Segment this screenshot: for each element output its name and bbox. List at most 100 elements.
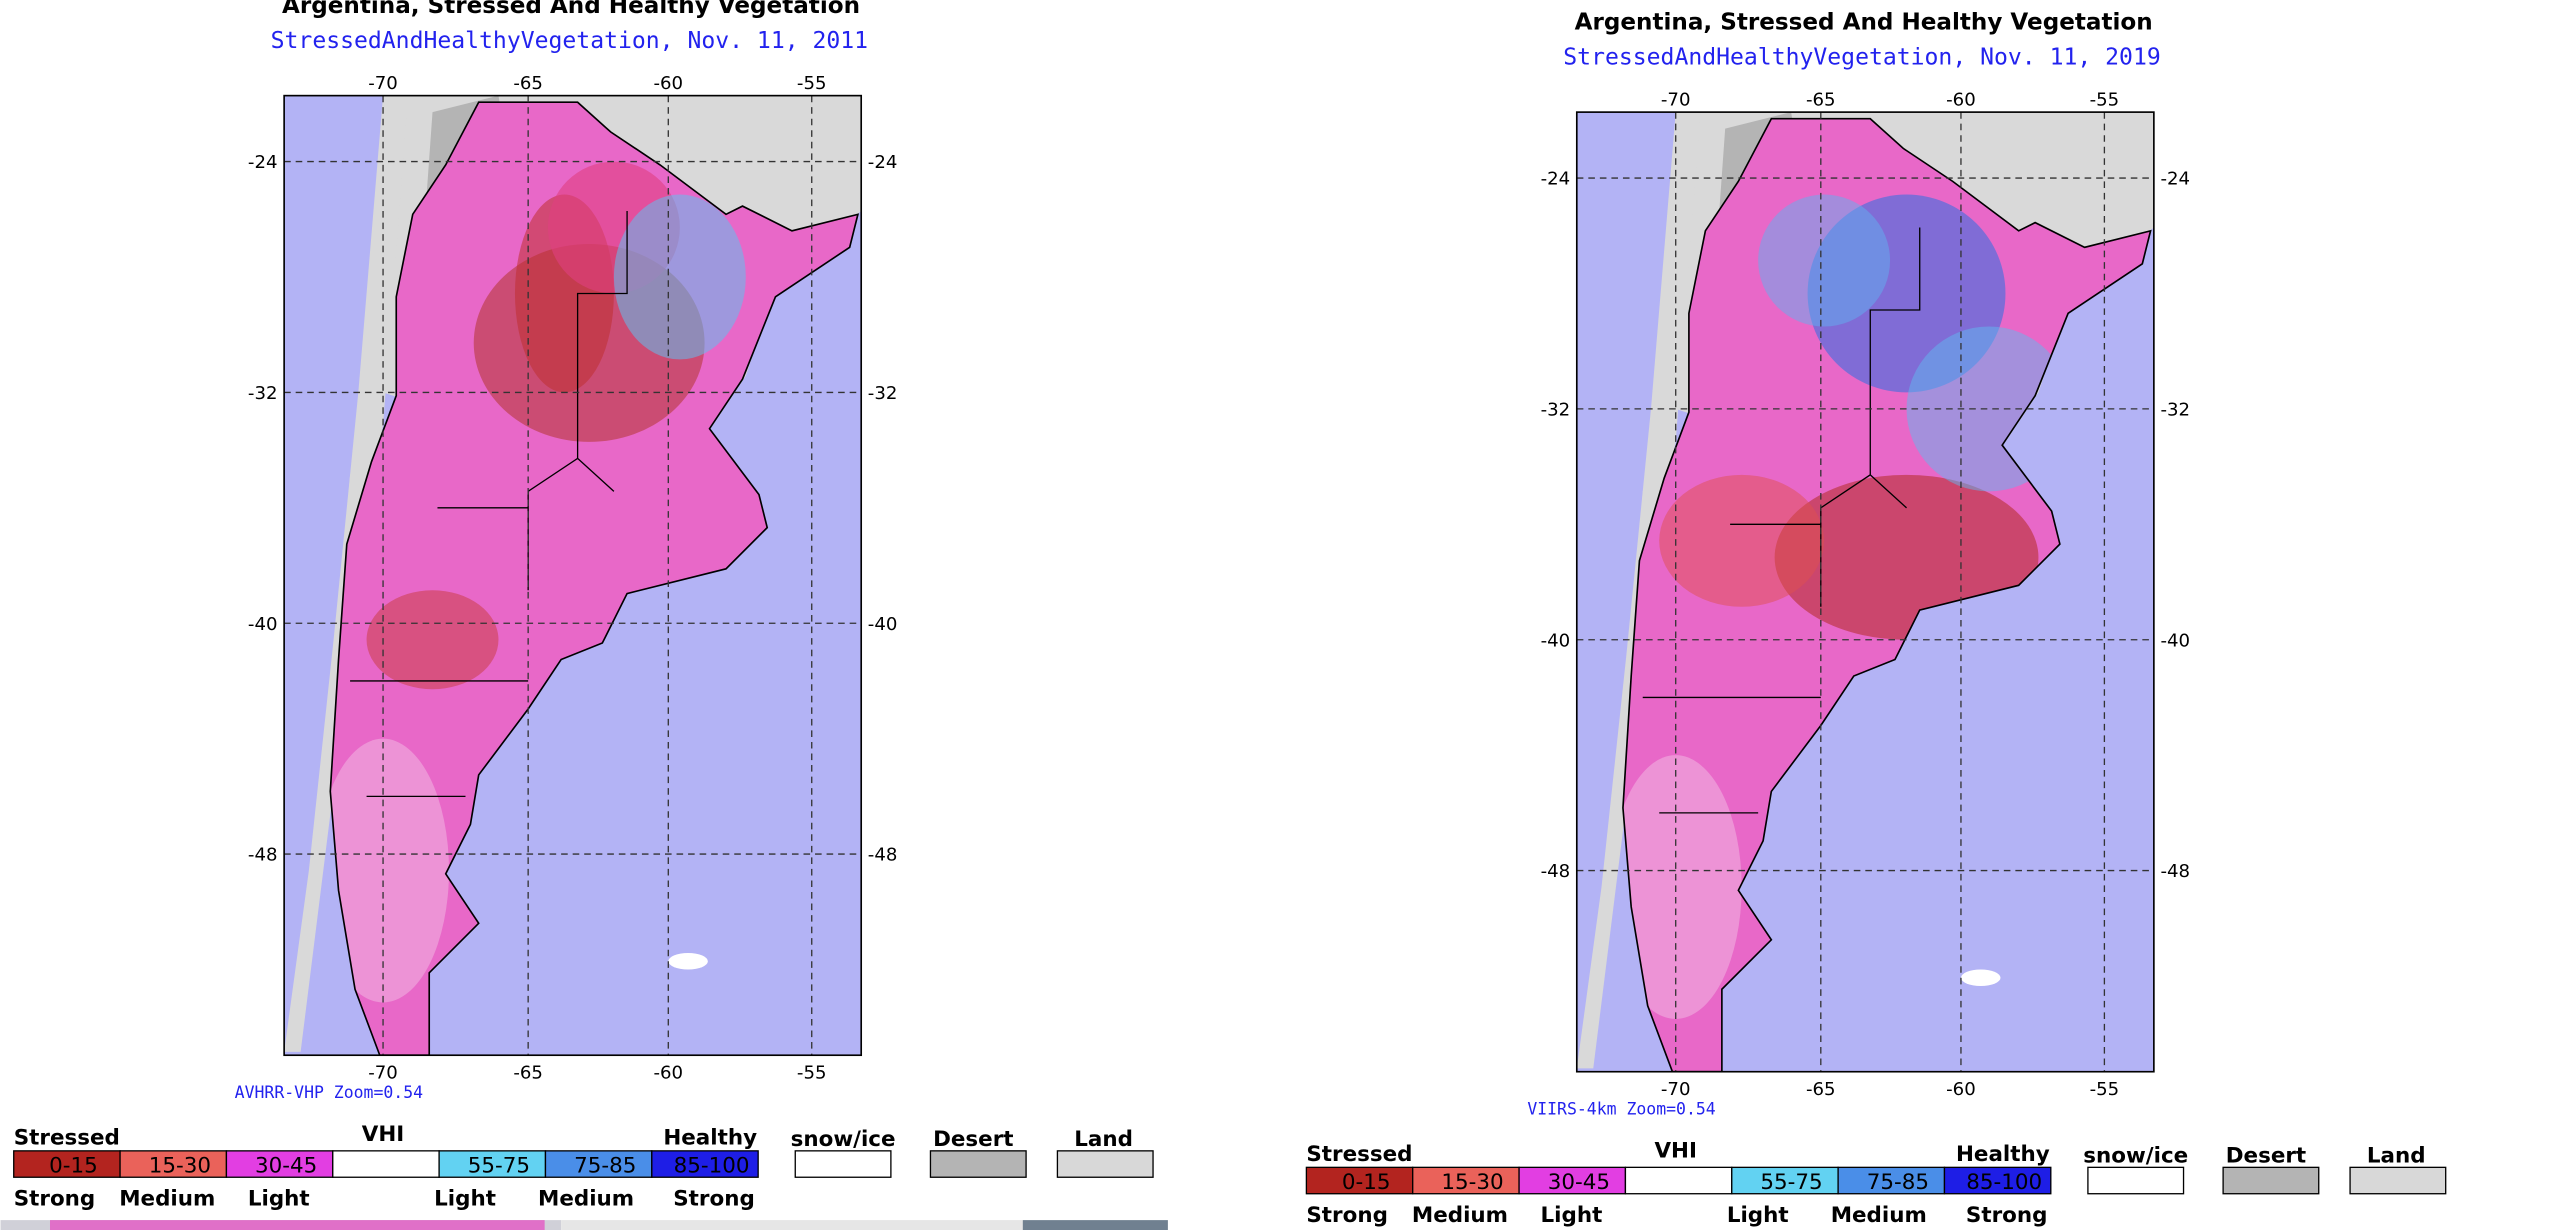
lon-label: -65 [1806,1079,1836,1100]
lon-label: -70 [1661,90,1691,111]
legend-label: VHI [1654,1138,1696,1163]
lon-label: -60 [1946,90,1976,111]
lon-label: -65 [513,1062,543,1083]
lat-label: -40 [2160,630,2190,651]
legend-swatch [2222,1166,2320,1195]
lon-label: -70 [368,73,398,94]
legend-label: Stressed [14,1125,120,1150]
legend-label: Desert [2226,1143,2306,1168]
legend-intensity: Medium [538,1186,634,1211]
lat-label: -48 [868,845,898,866]
vegetation-patch [613,194,746,360]
lon-label: -60 [653,1062,683,1083]
lat-label: -32 [2160,399,2190,420]
legend-swatch [1731,1166,1839,1195]
legend-intensity: Medium [1412,1203,1508,1228]
legend-range: 0-15 [1342,1170,1391,1195]
lat-label: -40 [868,614,898,635]
legend-range: 15-30 [149,1153,211,1178]
legend-label: Land [1074,1127,1133,1152]
legend-intensity: Strong [14,1186,96,1211]
lat-label: -32 [868,383,898,404]
legend-intensity: Light [1541,1203,1603,1228]
lat-label: -32 [248,383,278,404]
lat-label: -24 [248,152,278,173]
lon-label: -60 [1946,1079,1976,1100]
legend-swatch [1624,1166,1733,1195]
legend-label: Land [2367,1143,2426,1168]
vegetation-patch [366,590,499,690]
map-subtitle: StressedAndHealthyVegetation, Nov. 11, 2… [271,28,868,54]
legend-label: Healthy [1956,1142,2050,1167]
legend-label: snow/ice [791,1127,896,1152]
legend-range: 30-45 [255,1153,317,1178]
map-title: Argentina, Stressed And Healthy Vegetati… [282,0,860,19]
legend-range: 85-100 [674,1153,750,1178]
map-frame [283,94,863,1057]
legend-swatch [119,1150,228,1178]
map-panel: Argentina, Stressed And Healthy Vegetati… [1305,10,2447,1228]
legend-swatch [929,1150,1027,1178]
legend-label: Desert [933,1127,1013,1152]
legend-swatch [794,1150,892,1178]
vegetation-patch [1758,194,1891,327]
legend-label: Stressed [1306,1142,1412,1167]
legend-swatch [544,1150,653,1178]
legend-range: 75-85 [574,1153,636,1178]
falkland-islands [1960,969,2001,986]
map-footer: AVHRR-VHP Zoom=0.54 [235,1083,423,1102]
legend-intensity: Medium [119,1186,215,1211]
legend-range: 55-75 [468,1153,530,1178]
legend-range: 30-45 [1548,1170,1610,1195]
legend-intensity: Strong [673,1186,755,1211]
map-footer: VIIRS-4km Zoom=0.54 [1527,1100,1715,1119]
legend-range: 15-30 [1441,1170,1503,1195]
legend-swatch [332,1150,440,1178]
legend-swatch [651,1150,759,1178]
lon-label: -55 [2090,90,2120,111]
legend-intensity: Medium [1831,1203,1927,1228]
map-panel: Argentina, Stressed And Healthy Vegetati… [13,0,1154,1211]
legend-swatch [1943,1166,2052,1195]
legend-swatch [2349,1166,2447,1195]
province-borders [1642,227,1921,814]
legend-label: Healthy [663,1125,757,1150]
lon-label: -65 [1806,90,1836,111]
legend-intensity: Light [434,1186,496,1211]
legend-range: 0-15 [49,1153,98,1178]
map-frame [1575,111,2155,1073]
lon-label: -60 [653,73,683,94]
legend-swatch [1412,1166,1520,1195]
legend-swatch [13,1150,121,1178]
vegetation-patch [1659,474,1825,607]
lon-label: -55 [2090,1079,2120,1100]
map [1575,111,2155,1073]
legend-range: 75-85 [1867,1170,1929,1195]
map-title: Argentina, Stressed And Healthy Vegetati… [1575,10,2153,36]
lat-label: -40 [1541,630,1571,651]
lon-label: -55 [797,1062,827,1083]
lat-label: -40 [248,614,278,635]
legend-swatch [2087,1166,2185,1195]
legend-label: snow/ice [2083,1143,2188,1168]
legend-range: 55-75 [1760,1170,1822,1195]
lat-label: -48 [2160,861,2190,882]
map-subtitle: StressedAndHealthyVegetation, Nov. 11, 2… [1563,44,2160,70]
lon-label: -65 [513,73,543,94]
legend-swatch [225,1150,334,1178]
lon-label: -70 [368,1062,398,1083]
lon-label: -70 [1661,1079,1691,1100]
partial-image-strip [0,1220,1168,1230]
lat-label: -48 [248,845,278,866]
lat-label: -24 [1541,169,1571,190]
legend-intensity: Light [248,1186,310,1211]
lon-label: -55 [797,73,827,94]
legend-label: VHI [362,1122,404,1147]
lat-label: -24 [868,152,898,173]
legend-intensity: Strong [1966,1203,2048,1228]
legend-swatch [1056,1150,1154,1178]
legend-intensity: Light [1727,1203,1789,1228]
lat-label: -48 [1541,861,1571,882]
falkland-islands [668,953,708,970]
